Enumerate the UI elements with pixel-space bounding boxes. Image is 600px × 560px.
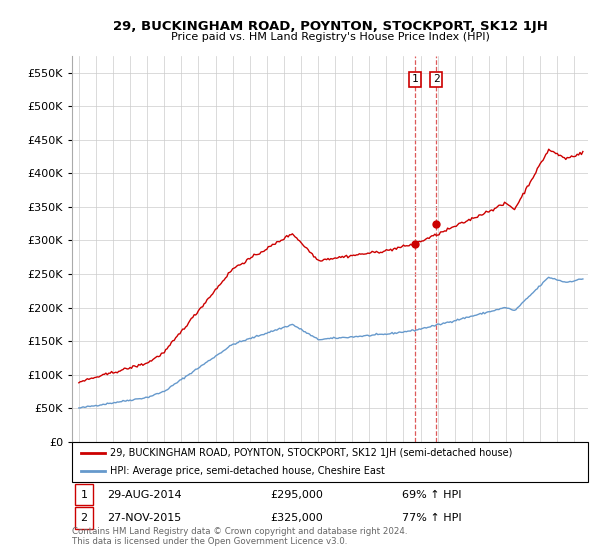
Text: 29, BUCKINGHAM ROAD, POYNTON, STOCKPORT, SK12 1JH: 29, BUCKINGHAM ROAD, POYNTON, STOCKPORT,…: [113, 20, 547, 32]
Text: Contains HM Land Registry data © Crown copyright and database right 2024.
This d: Contains HM Land Registry data © Crown c…: [72, 526, 407, 546]
Text: 77% ↑ HPI: 77% ↑ HPI: [402, 513, 461, 523]
Text: 2: 2: [80, 513, 88, 523]
Text: £325,000: £325,000: [270, 513, 323, 523]
Text: HPI: Average price, semi-detached house, Cheshire East: HPI: Average price, semi-detached house,…: [110, 466, 385, 476]
Text: 29-AUG-2014: 29-AUG-2014: [107, 489, 181, 500]
Text: 27-NOV-2015: 27-NOV-2015: [107, 513, 181, 523]
Text: 1: 1: [80, 489, 88, 500]
Text: 29, BUCKINGHAM ROAD, POYNTON, STOCKPORT, SK12 1JH (semi-detached house): 29, BUCKINGHAM ROAD, POYNTON, STOCKPORT,…: [110, 448, 512, 458]
Text: Price paid vs. HM Land Registry's House Price Index (HPI): Price paid vs. HM Land Registry's House …: [170, 32, 490, 42]
Text: 1: 1: [412, 74, 418, 85]
Text: 69% ↑ HPI: 69% ↑ HPI: [402, 489, 461, 500]
Text: £295,000: £295,000: [270, 489, 323, 500]
Text: 2: 2: [433, 74, 440, 85]
